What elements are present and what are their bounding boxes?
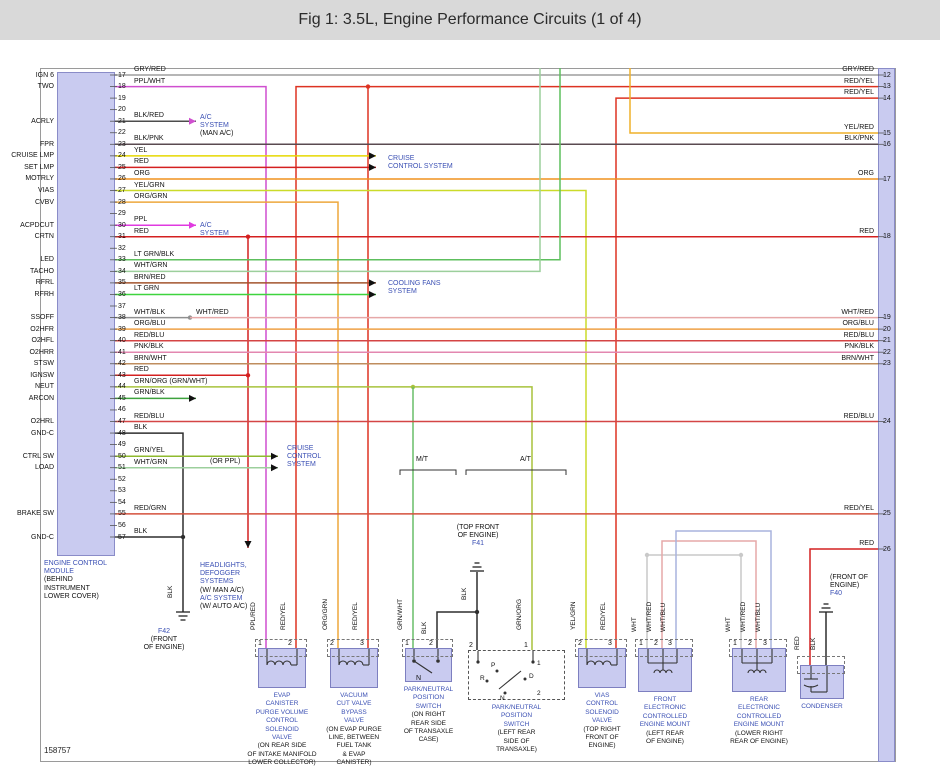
figure-title: Fig 1: 3.5L, Engine Performance Circuits… [298,11,642,28]
component-vacuum-cut-bypass-valve [330,648,378,688]
component-vias-control-solenoid [578,648,626,688]
figure-title-bar: Fig 1: 3.5L, Engine Performance Circuits… [0,0,940,40]
component-condenser [800,665,844,699]
svg-text:D: D [529,673,534,680]
svg-text:R: R [480,675,485,682]
right-connector-strip [878,68,895,762]
svg-text:2: 2 [537,690,541,697]
svg-text:1: 1 [537,660,541,667]
ecm-connector-box [57,72,115,556]
component-park-neutral-switch-mt: N [405,648,452,682]
svg-text:N: N [416,675,421,682]
doc-number: 158757 [44,746,71,755]
component-front-engine-mount [638,648,692,692]
svg-text:N: N [500,695,505,701]
svg-text:P: P [491,662,495,669]
component-rear-engine-mount [732,648,786,692]
component-evap-purge-solenoid [258,648,306,688]
